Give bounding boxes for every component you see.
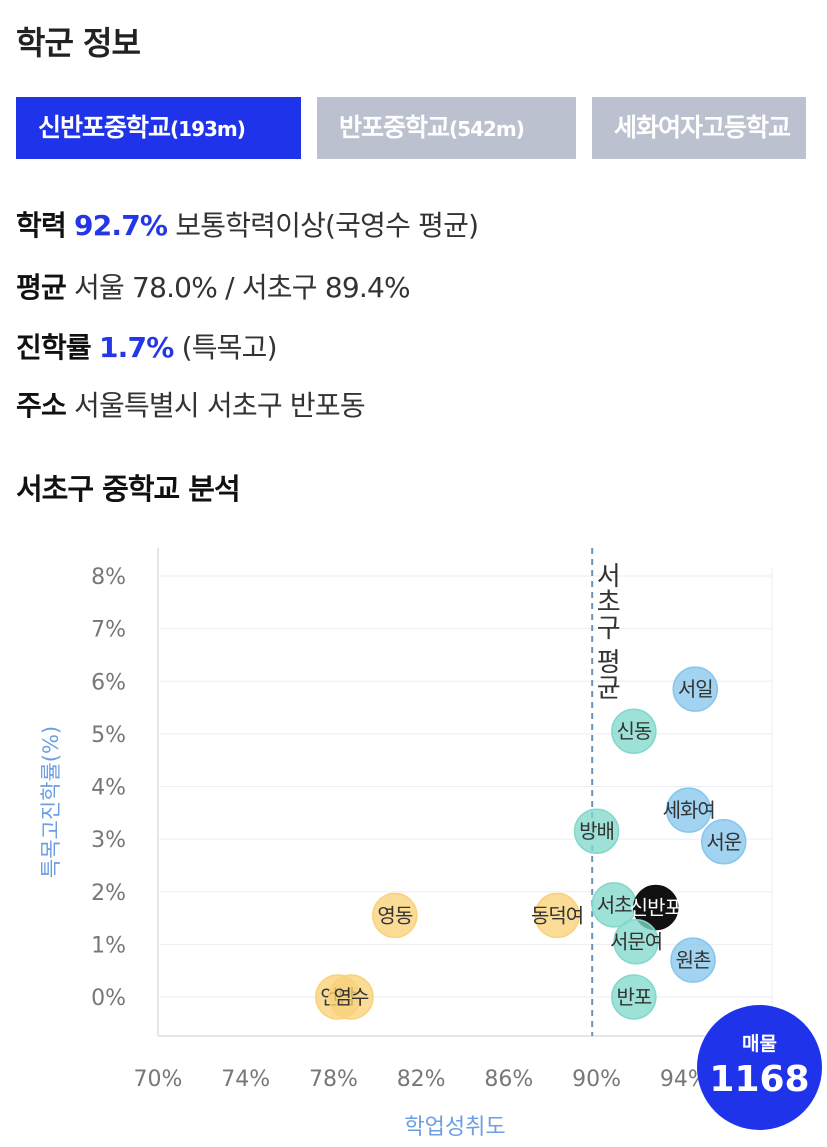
average-line-label: 서초구 평균	[591, 562, 621, 700]
y-tick-label: 1%	[91, 933, 126, 958]
school-point-label: 방배	[579, 819, 614, 843]
school-point	[665, 787, 712, 833]
school-point-label: 원촌	[676, 948, 711, 972]
x-axis-title: 학업성취도	[404, 1115, 505, 1140]
y-tick-label: 2%	[91, 881, 126, 906]
y-axis-title: 특목고진학률(%)	[39, 726, 63, 878]
academic-desc: 보통학력이상(국영수 평균)	[175, 209, 479, 242]
school-point-label: 세화여	[663, 798, 715, 822]
page-title: 학군 정보	[16, 24, 141, 62]
school-point-label: 신동	[616, 719, 651, 743]
school-point-label: 반포	[616, 985, 651, 1009]
school-point	[672, 666, 718, 712]
tab-distance: (542m)	[449, 117, 525, 141]
x-tick-label: 90%	[572, 1067, 621, 1092]
tab-shinbanpo-middle[interactable]: 신반포중학교(193m)	[16, 97, 301, 159]
school-point	[328, 974, 374, 1020]
advance-desc: (특목고)	[181, 331, 278, 364]
school-tabs: 신반포중학교(193m) 반포중학교(542m) 세화여자고등학교	[16, 97, 806, 159]
school-point	[613, 918, 659, 965]
school-point-label: 서초	[597, 893, 632, 917]
badge-label: 매물	[742, 1033, 777, 1055]
x-tick-label: 82%	[397, 1067, 446, 1092]
school-point	[611, 708, 657, 754]
school-point-label: 동덕여	[531, 903, 583, 927]
section-title: 서초구 중학교 분석	[16, 472, 241, 506]
school-point	[573, 808, 620, 854]
school-point-label: 서문여	[610, 930, 662, 954]
school-point	[633, 884, 679, 931]
advance-info: 진학률 1.7% (특목고)	[16, 326, 278, 366]
y-tick-label: 6%	[91, 670, 126, 695]
y-tick-label: 3%	[91, 828, 126, 853]
school-point	[670, 937, 716, 983]
academic-label: 학력	[16, 209, 67, 242]
academic-value: 92.7%	[74, 209, 168, 242]
school-point	[701, 819, 747, 865]
advance-label: 진학률	[16, 331, 92, 364]
tab-name: 반포중학교	[339, 113, 450, 142]
tab-distance: (193m)	[170, 117, 246, 141]
school-point	[372, 892, 418, 939]
y-tick-label: 5%	[91, 723, 126, 748]
school-point-label: 서일	[678, 677, 713, 701]
tab-banpo-middle[interactable]: 반포중학교(542m)	[317, 97, 576, 159]
x-tick-label: 74%	[221, 1067, 270, 1092]
school-point	[534, 892, 580, 939]
badge-count: 1168	[709, 1059, 810, 1100]
school-point-label: 염수	[334, 985, 369, 1009]
x-tick-label: 86%	[484, 1067, 533, 1092]
scatter-chart: 0%1%2%3%4%5%6%7%8%70%74%78%82%86%90%94%9…	[39, 548, 779, 1140]
school-point-label: 영동	[377, 903, 412, 927]
school-point	[611, 974, 657, 1020]
y-tick-label: 8%	[91, 565, 126, 590]
average-info: 평균 서울 78.0% / 서초구 89.4%	[16, 266, 411, 306]
school-point-label: 서운	[706, 830, 741, 854]
tab-name: 신반포중학교	[38, 113, 171, 142]
average-value: 서울 78.0% / 서초구 89.4%	[74, 271, 411, 304]
x-tick-label: 70%	[134, 1067, 183, 1092]
school-point-label: 신반포	[630, 896, 683, 920]
address-info: 주소 서울특별시 서초구 반포동	[16, 384, 366, 424]
academic-info: 학력 92.7% 보통학력이상(국영수 평균)	[16, 204, 479, 244]
listing-count-badge[interactable]: 매물 1168	[697, 1005, 822, 1130]
address-label: 주소	[16, 389, 67, 422]
average-label: 평균	[16, 271, 67, 304]
y-tick-label: 0%	[91, 986, 126, 1011]
tab-sehwa-girls-high[interactable]: 세화여자고등학교	[592, 97, 806, 159]
y-tick-label: 7%	[91, 618, 126, 643]
y-tick-label: 4%	[91, 776, 126, 801]
advance-value: 1.7%	[99, 331, 174, 364]
x-tick-label: 78%	[309, 1067, 358, 1092]
address-value: 서울특별시 서초구 반포동	[74, 389, 366, 422]
tab-name: 세화여자고등학교	[614, 113, 791, 142]
